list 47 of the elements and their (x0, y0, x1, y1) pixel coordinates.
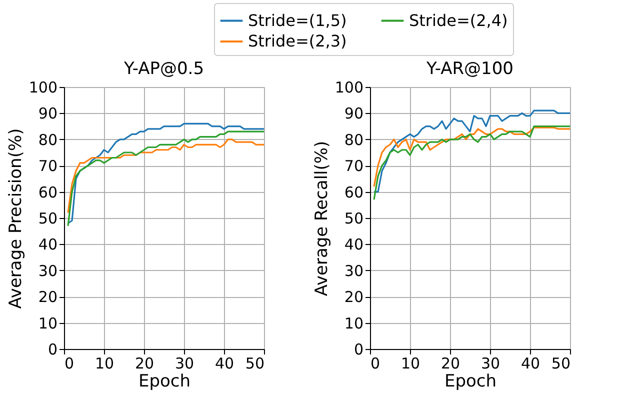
x-tick-label: 50 (245, 354, 264, 372)
y-tick-label: 30 (344, 262, 364, 280)
x-tick-label: 0 (64, 354, 74, 372)
y-tick-label: 10 (344, 314, 364, 332)
line-series (373, 126, 571, 200)
x-tick-label: 30 (174, 354, 194, 372)
line-series (373, 110, 571, 193)
x-axis-title: Epoch (444, 372, 497, 392)
x-tick-label: 10 (94, 354, 114, 372)
x-tick-label: 0 (370, 354, 380, 372)
x-tick-label: 30 (480, 354, 500, 372)
y-tick-label: 70 (38, 157, 58, 176)
y-tick-label: 60 (38, 183, 58, 202)
y-tick-label: 20 (344, 288, 364, 306)
x-tick-label: 40 (214, 354, 234, 372)
y-tick-label: 50 (344, 210, 364, 228)
legend-label: Stride=(2,4) (409, 10, 508, 30)
x-axis-title: Epoch (138, 372, 191, 392)
x-tick-label: 40 (520, 354, 540, 372)
y-tick-label: 90 (38, 104, 58, 123)
line-series (67, 138, 265, 214)
y-tick-label: 40 (38, 236, 58, 254)
y-tick-label: 0 (354, 340, 364, 358)
x-tick-label: 10 (400, 354, 420, 372)
chart-title: Y-AP@0.5 (122, 59, 204, 79)
y-tick-label: 30 (38, 262, 58, 280)
y-tick-label: 60 (344, 183, 364, 202)
y-tick-label: 10 (38, 314, 58, 332)
y-tick-label: 0 (48, 340, 58, 358)
y-tick-label: 50 (38, 210, 58, 228)
line-series (373, 126, 571, 188)
x-tick-label: 20 (440, 354, 460, 372)
y-tick-label: 100 (334, 78, 364, 96)
chart-title: Y-AR@100 (425, 59, 514, 79)
y-axis-title: Average Recall(%) (312, 140, 332, 296)
y-tick-label: 80 (344, 130, 364, 149)
y-tick-label: 70 (344, 157, 364, 176)
legend-label: Stride=(2,3) (248, 32, 347, 50)
y-tick-label: 40 (344, 236, 364, 254)
y-tick-label: 80 (38, 130, 58, 149)
y-tick-label: 100 (28, 78, 58, 96)
x-tick-label: 20 (134, 354, 154, 372)
legend-label: Stride=(1,5) (248, 10, 347, 30)
y-tick-label: 90 (344, 104, 364, 123)
y-axis-title: Average Precision(%) (6, 128, 26, 309)
x-tick-label: 50 (551, 354, 570, 372)
y-tick-label: 20 (38, 288, 58, 306)
